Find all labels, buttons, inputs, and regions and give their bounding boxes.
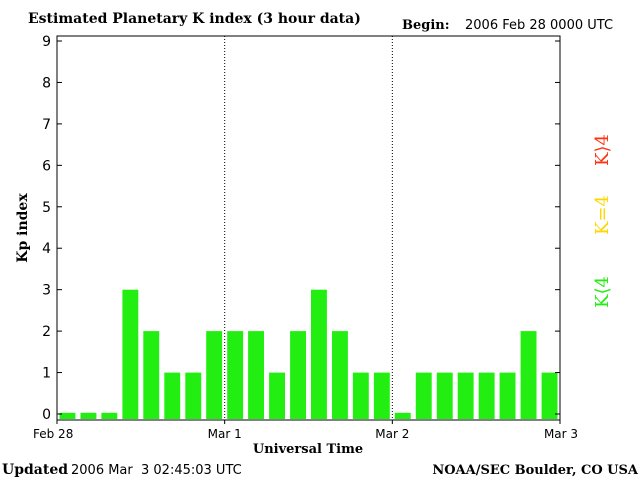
credit-text: NOAA/SEC Boulder, CO USA [432,463,639,478]
begin-label: Begin: [402,18,450,33]
chart-title: Estimated Planetary K index (3 hour data… [28,11,361,27]
begin-value: 2006 Feb 28 0000 UTC [465,18,613,33]
x-tick-label: Mar 3 [544,427,578,441]
y-tick-label: 2 [42,324,51,340]
kp-bar [352,372,369,419]
kp-bar [332,331,348,419]
x-tick-label: Mar 2 [375,427,409,441]
kp-bar [227,331,244,419]
updated-value: 2006 Mar 3 02:45:03 UTC [71,463,242,478]
x-tick-label: Mar 1 [208,427,242,441]
legend-entry: K⟩4 [592,134,613,166]
y-tick-label: 1 [42,366,51,382]
kp-bar [499,372,516,419]
kp-bar [541,372,558,419]
day-dividers [224,36,393,420]
plot-area [56,35,561,421]
y-axis-ticks: 0 1 2 3 4 5 6 7 8 9 [42,34,560,423]
kp-bar [122,289,139,419]
y-tick-label: 5 [42,200,51,216]
kp-bar [457,372,474,419]
y-tick-label: 3 [42,283,51,299]
x-tick-label: Feb 28 [33,427,73,441]
updated-label: Updated [2,462,68,478]
kp-bar [290,331,306,419]
legend: K⟨4 K=4 K⟩4 [592,134,613,308]
kp-bar [269,372,285,419]
kp-bar [164,372,181,419]
kp-bar [185,372,202,419]
kp-bar [206,331,223,419]
x-axis-ticks: Feb 28 Mar 1 Mar 2 Mar 3 [33,420,578,441]
kp-bar [415,372,432,419]
y-tick-label: 8 [42,75,51,91]
x-axis-label: Universal Time [253,442,363,457]
y-tick-label: 6 [42,158,51,174]
kp-bar [394,412,411,419]
legend-entry: K=4 [592,195,613,235]
kp-bar [436,372,453,419]
kp-bar [373,372,390,419]
kp-bar [478,372,495,419]
y-tick-label: 7 [42,117,51,133]
kp-bar [80,412,97,419]
kp-bar [520,331,537,419]
kp-bar [101,412,118,419]
bars-group [59,289,558,419]
y-tick-label: 9 [42,34,51,50]
y-tick-label: 4 [42,241,51,257]
legend-entry: K⟨4 [592,276,613,308]
kp-bar [248,331,264,419]
kp-bar [311,289,327,419]
kp-bar [59,412,76,419]
y-axis-label: Kp index [15,193,31,263]
y-tick-label: 0 [42,407,51,423]
kp-bar [143,331,160,419]
